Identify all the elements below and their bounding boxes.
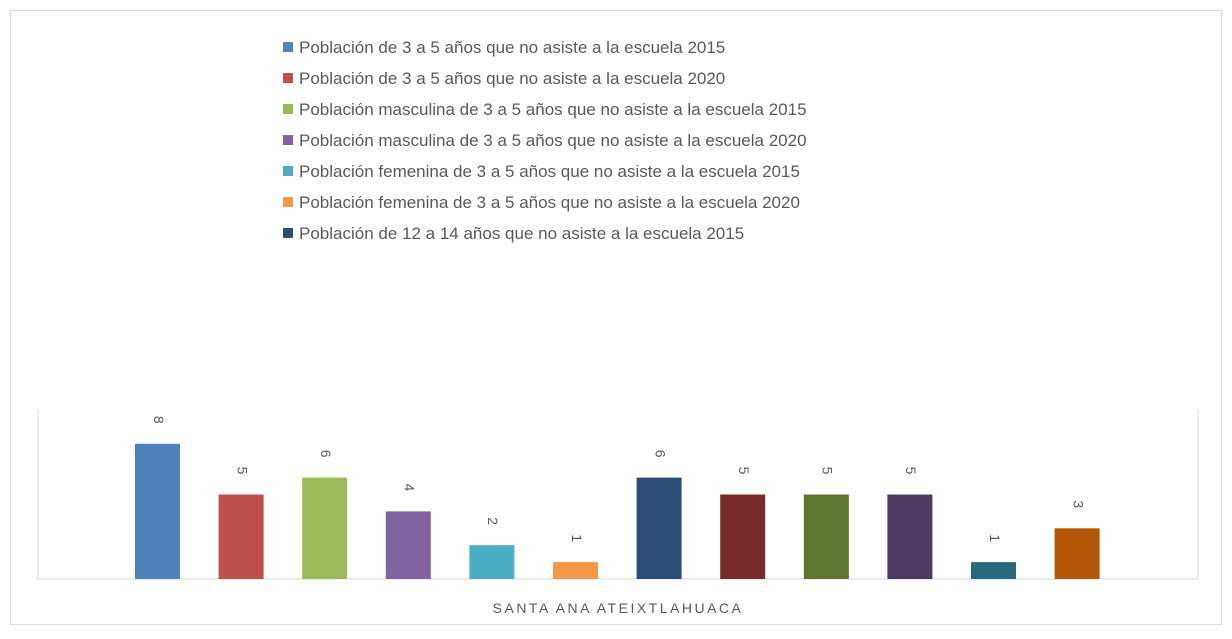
data-label: 5 (736, 467, 752, 475)
legend-label: Población femenina de 3 a 5 años que no … (299, 193, 800, 212)
bar (553, 562, 598, 579)
legend-label: Población masculina de 3 a 5 años que no… (299, 131, 807, 150)
bar (469, 545, 515, 579)
data-label: 5 (903, 467, 919, 475)
bar (971, 562, 1016, 579)
legend-swatch (283, 197, 293, 207)
bar (302, 477, 348, 579)
legend-label: Población masculina de 3 a 5 años que no… (299, 100, 807, 119)
data-label: 6 (652, 450, 668, 458)
data-label: 8 (151, 416, 167, 424)
data-label: 4 (402, 484, 418, 492)
chart-border (10, 10, 1222, 625)
data-label: 2 (485, 517, 501, 525)
bar (887, 494, 933, 579)
legend-swatch (283, 73, 293, 83)
x-tick-label: SANTA ANA ATEIXTLAHUACA (493, 600, 744, 616)
bar (385, 511, 431, 579)
legend-swatch (283, 228, 293, 238)
data-label: 3 (1070, 500, 1086, 508)
legend-swatch (283, 166, 293, 176)
bar (1054, 528, 1100, 579)
legend-label: Población de 12 a 14 años que no asiste … (299, 224, 744, 243)
legend-label: Población de 3 a 5 años que no asiste a … (299, 38, 725, 57)
bar (636, 477, 682, 579)
data-label: 5 (820, 467, 836, 475)
legend-label: Población de 3 a 5 años que no asiste a … (299, 69, 725, 88)
legend-swatch (283, 42, 293, 52)
bar (135, 443, 180, 579)
data-label: 1 (569, 534, 585, 542)
bar (720, 494, 766, 579)
data-label: 6 (318, 450, 334, 458)
data-label: 1 (987, 534, 1003, 542)
legend-swatch (283, 135, 293, 145)
data-label: 5 (234, 467, 250, 475)
bar (803, 494, 849, 579)
bar (218, 494, 264, 579)
legend-label: Población femenina de 3 a 5 años que no … (299, 162, 800, 181)
legend-swatch (283, 104, 293, 114)
